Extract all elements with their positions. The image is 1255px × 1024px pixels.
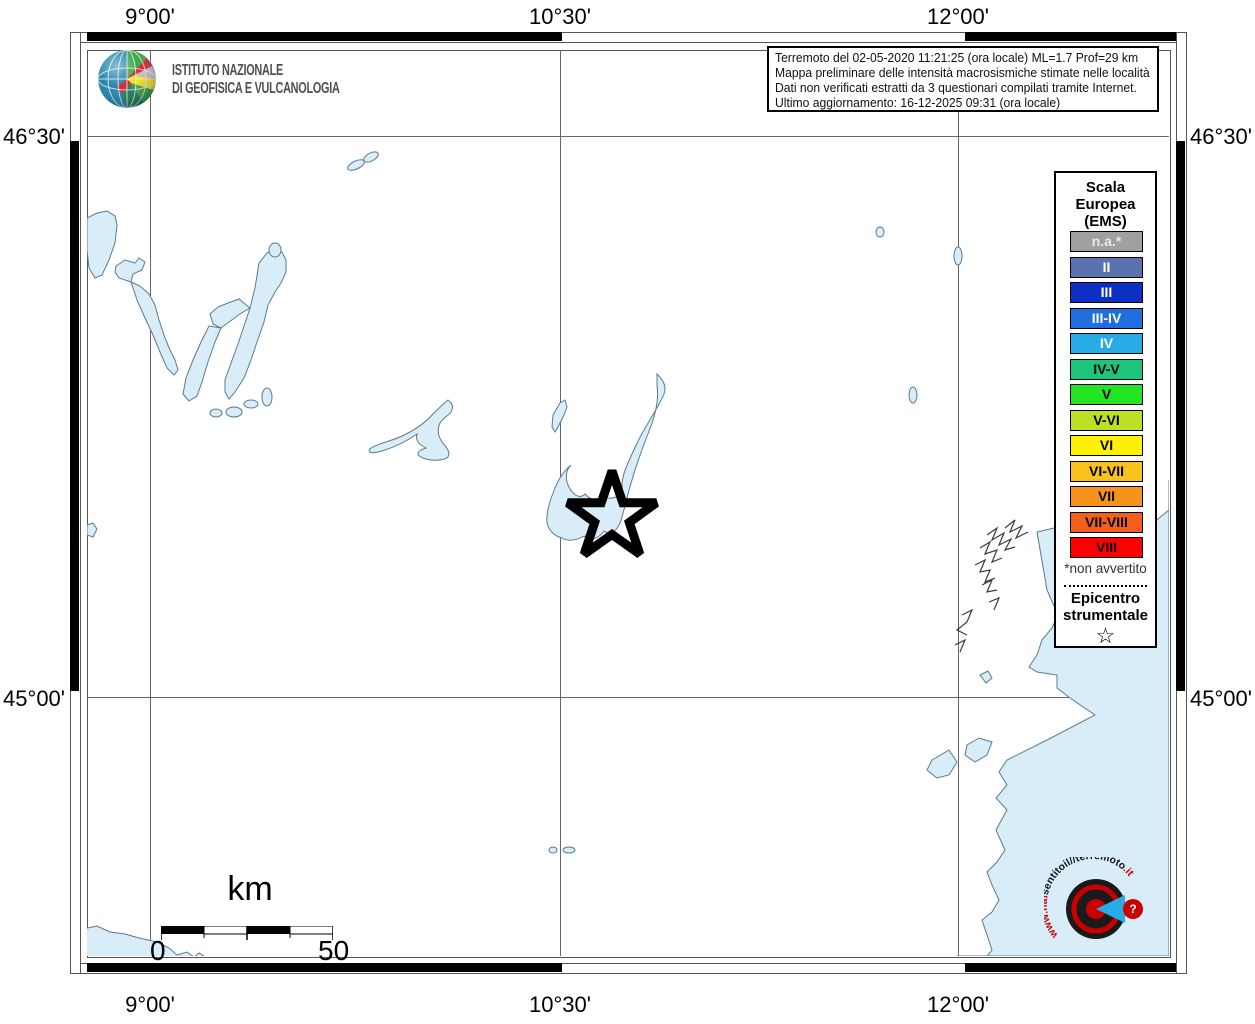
svg-text:?: ? [1129, 902, 1136, 916]
